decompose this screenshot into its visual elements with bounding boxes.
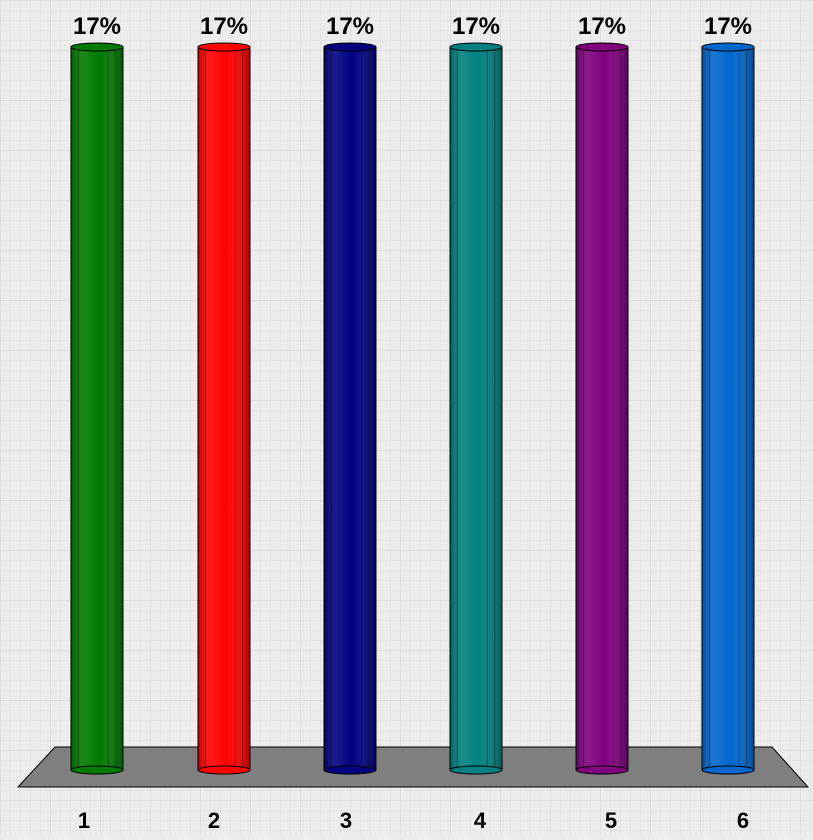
data-label-2: 17% [200, 13, 248, 40]
data-label-5: 17% [578, 13, 626, 40]
tick-label-6: 6 [737, 808, 749, 833]
chart-floor [16, 746, 810, 788]
tick-label-1: 1 [78, 808, 90, 833]
labels-layer: 17% 1 17% 2 17% 3 17% 4 17% 5 17% 6 [73, 13, 752, 833]
tick-label-2: 2 [208, 808, 220, 833]
data-label-1: 17% [73, 13, 121, 40]
data-label-3: 17% [326, 13, 374, 40]
tick-label-4: 4 [474, 808, 487, 833]
bar-1 [70, 42, 124, 775]
data-label-4: 17% [452, 13, 500, 40]
bar-3 [323, 42, 377, 775]
bar-6 [701, 42, 755, 775]
bar-5 [575, 42, 629, 775]
tick-label-5: 5 [605, 808, 617, 833]
bar-4 [449, 42, 503, 775]
bars-layer [70, 42, 755, 775]
bar-2 [197, 42, 251, 775]
data-label-6: 17% [704, 13, 752, 40]
tick-label-3: 3 [340, 808, 352, 833]
